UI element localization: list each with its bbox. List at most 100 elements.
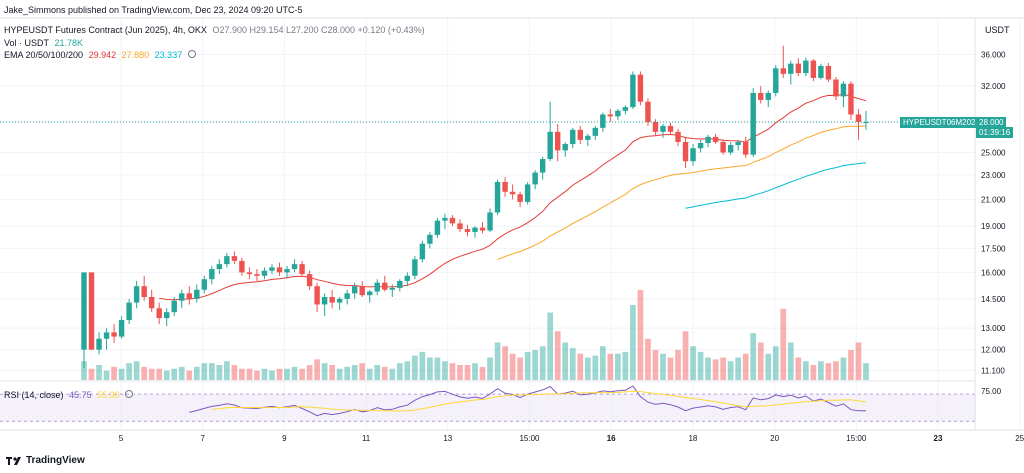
candle[interactable] (682, 137, 689, 168)
candle[interactable] (705, 134, 711, 148)
candle[interactable] (585, 133, 591, 147)
brand-footer[interactable]: TradingView (6, 455, 85, 466)
candle[interactable] (795, 58, 802, 77)
candle[interactable] (88, 272, 95, 350)
candle[interactable] (675, 128, 681, 147)
candle[interactable] (494, 179, 501, 216)
candle[interactable] (840, 81, 847, 108)
rsi-label[interactable]: RSI (14, close) (4, 390, 64, 400)
candle[interactable] (269, 264, 275, 275)
candle[interactable] (419, 240, 426, 263)
candle[interactable] (126, 298, 132, 325)
candle[interactable] (351, 282, 358, 299)
settings-circle-icon[interactable] (187, 50, 196, 58)
candle[interactable] (487, 208, 493, 232)
candle[interactable] (359, 280, 365, 298)
candle[interactable] (314, 282, 320, 313)
candle[interactable] (848, 81, 854, 121)
candle[interactable] (472, 226, 478, 238)
candle[interactable] (457, 219, 463, 232)
candle[interactable] (367, 289, 373, 303)
candle[interactable] (374, 279, 380, 296)
candle[interactable] (547, 101, 553, 162)
candle[interactable] (697, 139, 704, 153)
candle[interactable] (539, 156, 546, 180)
candle[interactable] (329, 289, 335, 309)
candle[interactable] (607, 108, 614, 123)
candle[interactable] (667, 123, 674, 134)
candle[interactable] (517, 191, 523, 208)
candle[interactable] (600, 112, 606, 132)
candle[interactable] (276, 262, 283, 276)
volume-label[interactable]: Vol · USDT (4, 38, 50, 48)
candle[interactable] (532, 170, 538, 190)
candle[interactable] (464, 224, 471, 237)
candle[interactable] (186, 286, 192, 305)
candle[interactable] (615, 108, 621, 121)
candle[interactable] (660, 123, 666, 138)
candle[interactable] (765, 90, 771, 108)
candle[interactable] (652, 119, 659, 136)
candle[interactable] (103, 328, 110, 350)
candle[interactable] (555, 123, 561, 162)
candle[interactable] (637, 71, 644, 106)
candle[interactable] (164, 308, 170, 327)
candle[interactable] (803, 57, 809, 77)
candle[interactable] (254, 269, 260, 281)
candle[interactable] (118, 316, 125, 339)
candle[interactable] (434, 217, 441, 238)
candle[interactable] (577, 125, 583, 145)
candle[interactable] (306, 270, 313, 290)
candle[interactable] (758, 86, 764, 104)
candle[interactable] (239, 257, 245, 276)
candle[interactable] (825, 62, 832, 83)
candle[interactable] (622, 105, 629, 115)
candle[interactable] (727, 141, 734, 155)
candle[interactable] (810, 59, 817, 82)
candle[interactable] (111, 324, 117, 344)
candle[interactable] (201, 275, 208, 294)
candle[interactable] (690, 144, 696, 166)
candle[interactable] (397, 279, 403, 292)
candle[interactable] (562, 141, 568, 157)
candle[interactable] (780, 45, 786, 78)
candle[interactable] (336, 297, 343, 311)
candle[interactable] (788, 60, 794, 85)
candle[interactable] (148, 289, 155, 313)
candle[interactable] (96, 332, 102, 355)
candle[interactable] (863, 110, 869, 130)
candle[interactable] (645, 98, 651, 126)
candle[interactable] (344, 289, 350, 305)
candle[interactable] (735, 139, 741, 151)
ema-label[interactable]: EMA 20/50/100/200 (4, 50, 84, 60)
candle[interactable] (630, 71, 636, 109)
candle[interactable] (81, 272, 87, 369)
candle[interactable] (299, 260, 305, 276)
candle[interactable] (194, 284, 200, 303)
candle[interactable] (209, 265, 215, 285)
candle[interactable] (382, 275, 388, 292)
candle[interactable] (712, 133, 719, 145)
candle[interactable] (224, 252, 230, 268)
candle[interactable] (773, 65, 779, 97)
candle[interactable] (412, 256, 418, 280)
candle[interactable] (442, 213, 448, 230)
candle[interactable] (449, 215, 456, 227)
candle[interactable] (833, 77, 839, 100)
candle[interactable] (509, 184, 516, 200)
candle[interactable] (216, 259, 223, 275)
candle[interactable] (321, 293, 328, 317)
candle[interactable] (720, 139, 726, 155)
rsi-settings-circle-icon[interactable] (125, 390, 134, 398)
candle[interactable] (171, 297, 177, 317)
candle[interactable] (524, 181, 531, 205)
candle[interactable] (133, 280, 140, 309)
candle[interactable] (261, 267, 268, 280)
candle[interactable] (141, 275, 147, 301)
candle[interactable] (502, 177, 508, 197)
candle[interactable] (389, 284, 395, 298)
candle[interactable] (179, 289, 185, 309)
candle[interactable] (246, 267, 253, 280)
candle[interactable] (284, 265, 290, 278)
